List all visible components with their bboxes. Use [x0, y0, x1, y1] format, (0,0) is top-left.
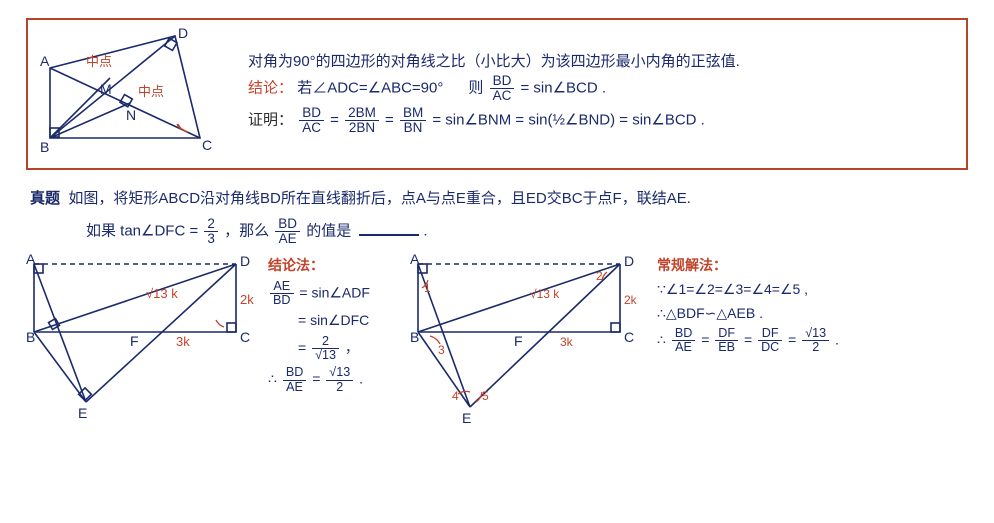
- sol2-title: 常规解法：: [657, 256, 867, 276]
- lbl-mid1: 中点: [86, 54, 112, 69]
- conclusion-label: 结论：: [248, 80, 293, 97]
- svg-text:B: B: [26, 329, 35, 345]
- lbl-mid2: 中点: [138, 84, 164, 99]
- lbl-B: B: [40, 139, 49, 155]
- svg-text:E: E: [462, 410, 471, 426]
- proof-label: 证明：: [248, 111, 293, 128]
- svg-text:A: A: [410, 252, 420, 267]
- answer-blank: [359, 234, 419, 236]
- svg-text:D: D: [240, 253, 250, 269]
- lbl-A: A: [40, 53, 50, 69]
- theorem-text: 对角为90°的四边形的对角线之比（小比大）为该四边形最小内角的正弦值. 结论： …: [248, 49, 954, 137]
- figure-1: A D B C F E √13 k 2k 3k: [26, 252, 256, 422]
- svg-text:2k: 2k: [240, 292, 254, 307]
- theorem-line1: 对角为90°的四边形的对角线之比（小比大）为该四边形最小内角的正弦值.: [248, 51, 954, 72]
- svg-text:F: F: [514, 333, 523, 349]
- solutions-row: A D B C F E √13 k 2k 3k 结论法： AEBD = sin∠ADF…: [26, 252, 968, 433]
- solution-1: 结论法： AEBD = sin∠ADF = sin∠DFC = 2√13 ， ∴…: [268, 252, 398, 398]
- lbl-N: N: [126, 107, 136, 123]
- svg-text:2k: 2k: [624, 293, 638, 307]
- lbl-D: D: [178, 28, 188, 41]
- figure-2: A D B C F E √13 k 2k 3k 1 2 3 4 5: [410, 252, 645, 427]
- svg-text:1: 1: [424, 281, 431, 295]
- svg-text:C: C: [240, 329, 250, 345]
- svg-text:B: B: [410, 329, 419, 345]
- svg-text:3k: 3k: [176, 334, 190, 349]
- lbl-C: C: [202, 137, 212, 153]
- svg-text:3: 3: [438, 343, 445, 357]
- svg-text:2: 2: [596, 269, 603, 283]
- svg-text:√13 k: √13 k: [530, 287, 560, 301]
- problem: 真题 如图，将矩形ABCD沿对角线BD所在直线翻折后，点A与点E重合，且ED交B…: [30, 188, 964, 246]
- problem-tag: 真题: [30, 190, 60, 207]
- svg-text:4: 4: [452, 389, 459, 403]
- svg-text:√13 k: √13 k: [146, 286, 178, 301]
- svg-text:A: A: [26, 252, 36, 267]
- sol1-title: 结论法：: [268, 256, 398, 276]
- svg-text:E: E: [78, 405, 87, 421]
- lbl-M: M: [100, 81, 112, 97]
- svg-text:F: F: [130, 333, 139, 349]
- problem-line1: 如图，将矩形ABCD沿对角线BD所在直线翻折后，点A与点E重合，且ED交BC于点…: [68, 190, 691, 207]
- solution-2: 常规解法： ∵∠1=∠2=∠3=∠4=∠5 , ∴△BDF∽△AEB . ∴ B…: [657, 252, 867, 358]
- theorem-box: A B C D M N 中点 中点 对角为90°的四边形的对角线之比（小比大）为…: [26, 18, 968, 170]
- svg-text:D: D: [624, 253, 634, 269]
- svg-text:3k: 3k: [560, 335, 574, 349]
- svg-text:C: C: [624, 329, 634, 345]
- svg-text:5: 5: [482, 389, 489, 403]
- box-diagram: A B C D M N 中点 中点: [40, 28, 230, 158]
